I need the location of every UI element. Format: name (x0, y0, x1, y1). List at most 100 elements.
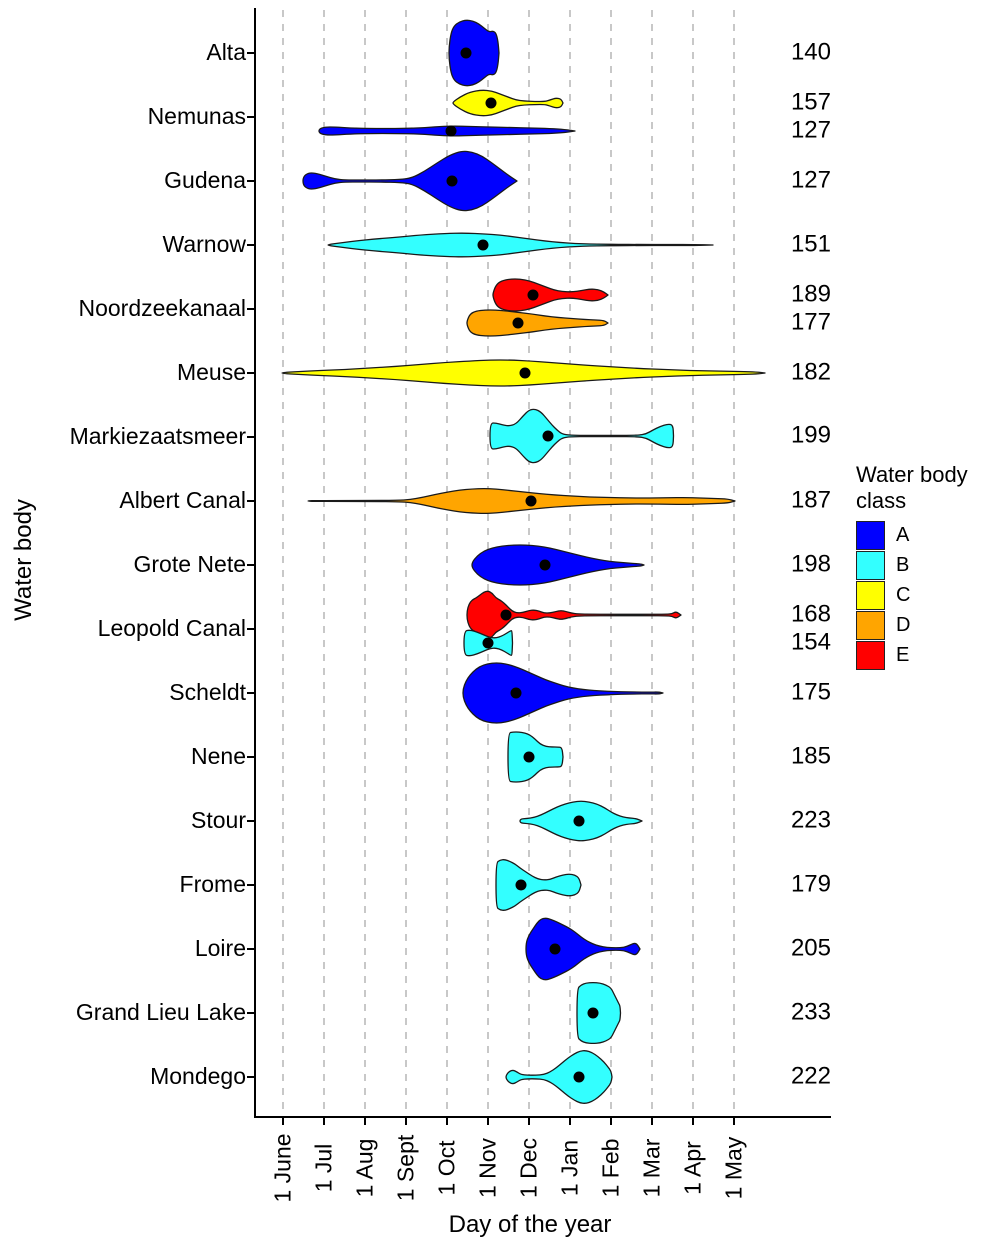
violin-noordzeekanaal-d (466, 309, 609, 337)
violin-alta-a (448, 19, 500, 87)
x-tick-label-1-oct: 1 Oct (433, 1140, 460, 1196)
y-tick-label-gudena: Gudena (164, 166, 246, 193)
annotation-leopold-canal-b: 154 (790, 628, 831, 656)
mean-dot-noordzeekanaal-e (527, 289, 539, 301)
y-tick-label-albert-canal: Albert Canal (119, 486, 246, 513)
x-tick-label-1-apr: 1 Apr (679, 1141, 706, 1195)
violin-markiezaatsmeer-b (489, 408, 675, 464)
x-tick-label-1-dec: 1 Dec (515, 1137, 542, 1199)
legend-title-line1: Water body (856, 462, 968, 487)
x-tick-label-1-mar: 1 Mar (638, 1138, 665, 1198)
annotation-nemunas-c: 157 (790, 88, 831, 116)
legend-swatch-a (856, 521, 885, 550)
legend-swatch-d (856, 611, 885, 640)
mean-dot-nene-b (523, 751, 535, 763)
y-tick-label-grote-nete: Grote Nete (133, 550, 247, 577)
legend-entry-b: B (856, 551, 1000, 580)
annotation-stour-b: 223 (790, 806, 831, 834)
x-tick-label-1-june: 1 June (269, 1133, 296, 1203)
y-tick-label-leopold-canal: Leopold Canal (97, 614, 246, 641)
legend-entry-e: E (856, 641, 1000, 670)
y-tick-label-noordzeekanaal: Noordzeekanaal (78, 294, 246, 321)
legend-entry-d: D (856, 611, 1000, 640)
y-axis-title: Water body (10, 499, 37, 621)
annotation-noordzeekanaal-e: 189 (790, 280, 831, 308)
y-tick-label-stour: Stour (191, 806, 246, 833)
violin-nene-b (507, 731, 564, 783)
annotation-grote-nete-a: 198 (790, 550, 831, 578)
violin-frome-b (495, 859, 582, 911)
annotation-loire-a: 205 (790, 934, 831, 962)
x-tick-label-1-sept: 1 Sept (392, 1134, 419, 1202)
annotation-scheldt-a: 175 (790, 678, 831, 706)
legend-label-d: D (896, 614, 911, 636)
y-tick-label-nene: Nene (191, 742, 246, 769)
x-tick-label-1-may: 1 May (720, 1136, 747, 1200)
y-tick-label-markiezaatsmeer: Markiezaatsmeer (69, 422, 246, 449)
annotation-nene-b: 185 (790, 742, 831, 770)
annotation-warnow-b: 151 (790, 230, 831, 258)
legend-label-e: E (896, 644, 910, 666)
legend-title-line2: class (856, 488, 907, 513)
mean-dot-grote-nete-a (539, 559, 551, 571)
mean-dot-grand-lieu-lake-b (587, 1007, 599, 1019)
violin-nemunas-c (452, 89, 564, 117)
legend-label-c: C (896, 584, 911, 606)
annotation-meuse-c: 182 (790, 358, 831, 386)
x-tick-label-1-jul: 1 Jul (310, 1143, 337, 1193)
mean-dot-frome-b (515, 879, 527, 891)
y-tick-label-mondego: Mondego (150, 1062, 246, 1089)
mean-dot-warnow-b (477, 239, 489, 251)
x-tick-label-1-jan: 1 Jan (556, 1139, 583, 1197)
x-tick-label-1-nov: 1 Nov (474, 1137, 501, 1199)
annotation-markiezaatsmeer-b: 199 (790, 421, 831, 449)
annotation-alta-a: 140 (790, 38, 831, 66)
annotation-gudena-a: 127 (790, 166, 831, 194)
y-tick-label-frome: Frome (179, 870, 246, 897)
y-tick-label-warnow: Warnow (162, 230, 247, 257)
legend-title: Water body class (856, 462, 1000, 514)
y-tick-label-scheldt: Scheldt (169, 678, 246, 705)
y-tick-label-alta: Alta (206, 38, 246, 65)
y-tick-label-meuse: Meuse (176, 358, 246, 385)
mean-dot-noordzeekanaal-d (512, 317, 524, 329)
mean-dot-leopold-canal-e (500, 609, 512, 621)
mean-dot-nemunas-a (445, 125, 457, 137)
legend-label-a: A (896, 524, 910, 546)
mean-dot-alta-a (460, 47, 472, 59)
legend-entry-a: A (856, 521, 1000, 550)
x-tick-label-1-feb: 1 Feb (597, 1138, 624, 1198)
violin-grote-nete-a (471, 544, 645, 586)
legend-swatch-e (856, 641, 885, 670)
x-axis-title: Day of the year (448, 1211, 612, 1238)
mean-dot-markiezaatsmeer-b (542, 430, 554, 442)
violin-mondego-b (505, 1050, 613, 1104)
mean-dot-scheldt-a (510, 687, 522, 699)
mean-dot-albert-canal-d (525, 495, 537, 507)
violin-noordzeekanaal-e (492, 278, 609, 312)
annotation-albert-canal-d: 187 (790, 486, 831, 514)
annotation-mondego-b: 222 (790, 1062, 831, 1090)
mean-dot-meuse-c (519, 367, 531, 379)
violin-warnow-b (327, 232, 714, 258)
y-tick-label-grand-lieu-lake: Grand Lieu Lake (75, 998, 246, 1025)
mean-dot-loire-a (549, 943, 561, 955)
mean-dot-nemunas-c (485, 97, 497, 109)
mean-dot-mondego-b (573, 1071, 585, 1083)
legend-entry-c: C (856, 581, 1000, 610)
annotation-grand-lieu-lake-b: 233 (790, 998, 831, 1026)
mean-dot-stour-b (573, 815, 585, 827)
y-tick-label-loire: Loire (194, 934, 246, 961)
legend-swatch-b (856, 551, 885, 580)
mean-dot-gudena-a (446, 175, 458, 187)
annotation-leopold-canal-e: 168 (790, 600, 831, 628)
violin-loire-a (525, 917, 641, 981)
mean-dot-leopold-canal-b (482, 637, 494, 649)
annotation-frome-b: 179 (790, 870, 831, 898)
legend-swatch-c (856, 581, 885, 610)
violin-leopold-canal-e (466, 590, 682, 640)
